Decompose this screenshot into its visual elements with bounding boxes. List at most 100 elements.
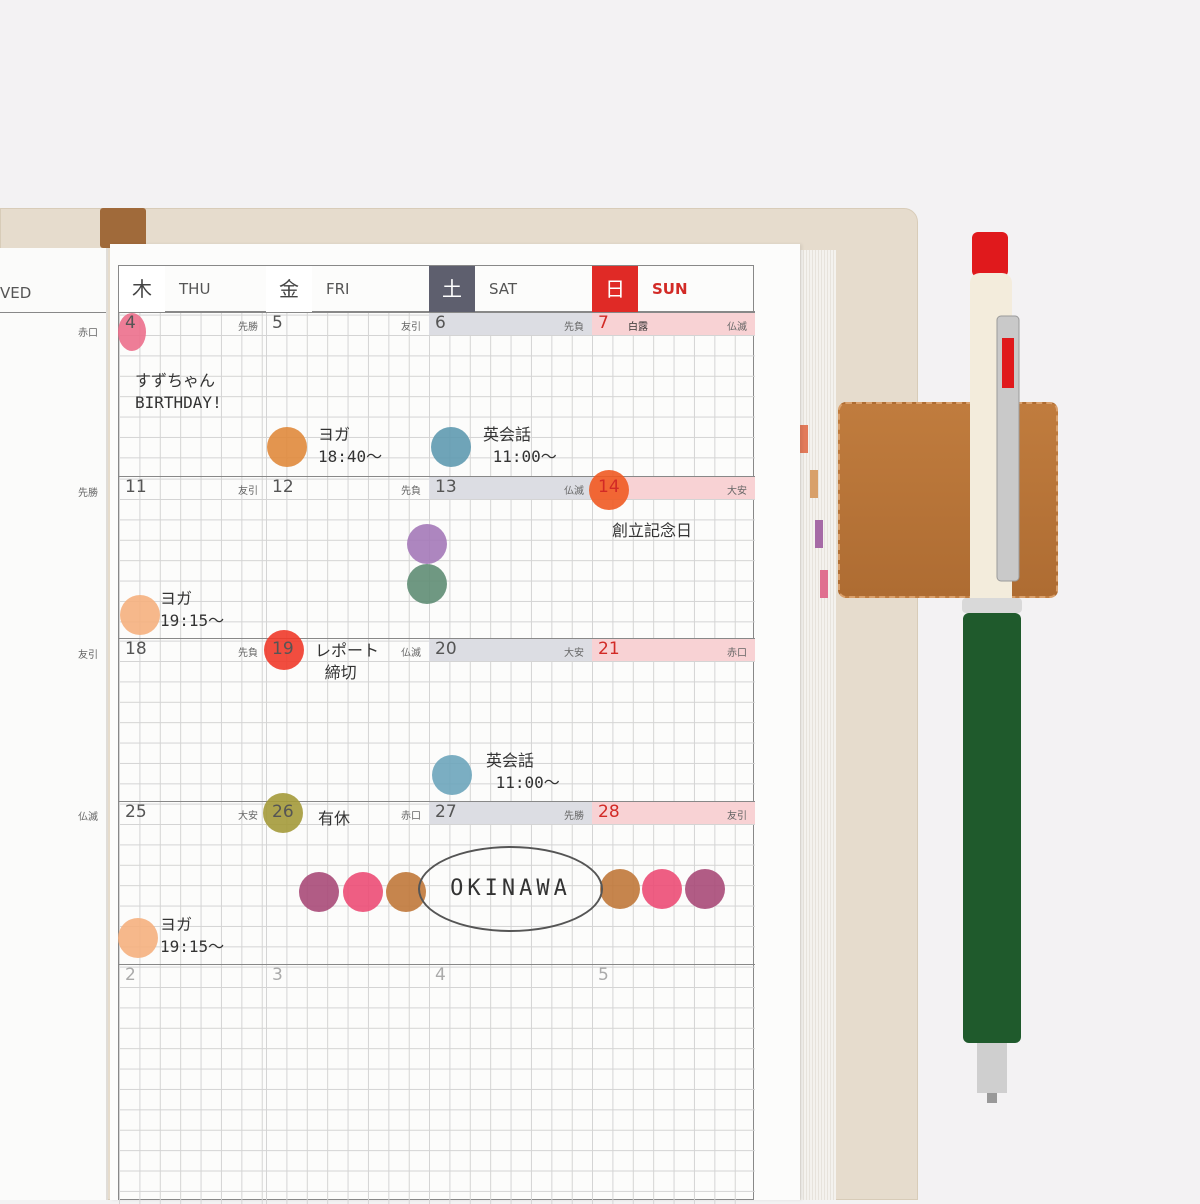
- day-header-fri: 金 FRI: [266, 265, 429, 312]
- date-number: 27: [435, 802, 457, 822]
- handwritten-note: 英会話 11:00〜: [483, 425, 557, 466]
- date-strip: [429, 313, 592, 335]
- day-cell[interactable]: 12 先負: [266, 476, 429, 638]
- rokuyo-label: 大安: [727, 486, 747, 497]
- date-number: 5: [272, 313, 283, 333]
- date-strip: [592, 639, 755, 661]
- solar-term: 白露: [628, 322, 648, 333]
- day-kanji: 日: [592, 265, 638, 312]
- handwritten-note: 創立記念日: [612, 521, 693, 540]
- day-cell[interactable]: 7 仏滅 白露: [592, 312, 755, 476]
- rokuyo-label: 友引: [238, 486, 258, 497]
- date-number: 26: [272, 802, 294, 822]
- rokuyo-label: 大安: [564, 648, 584, 659]
- date-number: 25: [125, 802, 147, 822]
- sticker-dot: [600, 869, 640, 909]
- index-tab: [800, 425, 808, 453]
- handwritten-note: すずちゃん BIRTHDAY!: [135, 371, 222, 412]
- date-number: 6: [435, 313, 446, 333]
- date-number: 4: [435, 965, 446, 985]
- rokuyo-label: 友引: [727, 811, 747, 822]
- handwritten-note: ヨガ 18:40〜: [318, 425, 383, 466]
- day-english: FRI: [326, 279, 350, 298]
- sticker-dot: [432, 755, 472, 795]
- pen-holder: [838, 402, 1058, 598]
- date-number: 4: [125, 313, 136, 333]
- date-number: 18: [125, 639, 147, 659]
- sticker-dot: [118, 918, 158, 958]
- date-strip: [429, 477, 592, 499]
- handwritten-note: ヨガ 19:15〜: [160, 915, 225, 956]
- day-cell[interactable]: 2: [119, 964, 266, 1204]
- weekly-calendar-grid: 木 THU 金 FRI 土 SAT 日 SUN 4 先勝 5 友引 6 先負 7 仏滅 白露 11 友引 12 先負 13…: [118, 265, 755, 1204]
- day-header-sat: 土 SAT: [429, 265, 592, 312]
- day-kanji: 金: [266, 265, 312, 312]
- index-tab: [810, 470, 818, 498]
- date-number: 21: [598, 639, 620, 659]
- day-kanji: 土: [429, 265, 475, 312]
- date-number: 13: [435, 477, 457, 497]
- bookmark-band: [100, 208, 146, 248]
- date-number: 3: [272, 965, 283, 985]
- rokuyo: 先勝: [78, 488, 98, 499]
- rokuyo-label: 先勝: [238, 322, 258, 333]
- rokuyo-label: 先負: [238, 648, 258, 659]
- index-tab: [815, 520, 823, 548]
- left-page: VED 赤口 先勝 友引 仏滅: [0, 248, 108, 1200]
- date-number: 12: [272, 477, 294, 497]
- rokuyo-label: 赤口: [401, 811, 421, 822]
- rokuyo-label: 大安: [238, 811, 258, 822]
- sticker-dot: [263, 793, 303, 833]
- day-header-sun: 日 SUN: [592, 265, 755, 312]
- date-number: 14: [598, 477, 620, 497]
- day-english: SUN: [652, 279, 688, 298]
- rokuyo-label: 仏滅: [727, 322, 747, 333]
- sticker-dot: [589, 470, 629, 510]
- day-cell[interactable]: 4: [429, 964, 592, 1204]
- rokuyo-label: 先勝: [564, 811, 584, 822]
- handwritten-note: 英会話 11:00〜: [486, 751, 560, 792]
- day-english: SAT: [489, 279, 518, 298]
- day-cell[interactable]: 3: [266, 964, 429, 1204]
- day-cell[interactable]: 21 赤口: [592, 638, 755, 801]
- rokuyo: 赤口: [78, 328, 98, 339]
- rokuyo-label: 先負: [401, 486, 421, 497]
- date-strip: [592, 313, 755, 335]
- sticker-dot: [299, 872, 339, 912]
- sticker-dot: [431, 427, 471, 467]
- date-number: 11: [125, 477, 147, 497]
- date-number: 7: [598, 313, 609, 333]
- sticker-dot: [407, 524, 447, 564]
- date-strip: [429, 802, 592, 824]
- day-cell[interactable]: 18 先負: [119, 638, 266, 801]
- rokuyo-label: 赤口: [727, 648, 747, 659]
- date-strip: [592, 802, 755, 824]
- handwritten-note: 有休: [318, 809, 351, 828]
- date-number: 20: [435, 639, 457, 659]
- handwritten-note: レポート 締切: [315, 641, 380, 682]
- rokuyo-label: 仏滅: [564, 486, 584, 497]
- left-day-label: VED: [0, 284, 32, 302]
- sticker-dot: [120, 595, 160, 635]
- handwritten-note: ヨガ 19:15〜: [160, 589, 225, 630]
- sticker-dot: [267, 427, 307, 467]
- sticker-dot: [118, 313, 146, 351]
- date-strip: [429, 639, 592, 661]
- index-tab: [820, 570, 828, 598]
- sticker-dot: [685, 869, 725, 909]
- day-english: THU: [179, 279, 211, 298]
- date-strip: [592, 477, 755, 499]
- sticker-dot: [642, 869, 682, 909]
- rokuyo-label: 友引: [401, 322, 421, 333]
- date-number: 28: [598, 802, 620, 822]
- okinawa-note: OKINAWA: [418, 846, 603, 932]
- rokuyo-label: 仏滅: [401, 648, 421, 659]
- rokuyo-label: 先負: [564, 322, 584, 333]
- day-cell[interactable]: 5: [592, 964, 755, 1204]
- day-header-thu: 木 THU: [119, 265, 266, 312]
- date-number: 5: [598, 965, 609, 985]
- pen[interactable]: [955, 228, 1035, 1108]
- day-cell[interactable]: 13 仏滅: [429, 476, 592, 638]
- day-kanji: 木: [119, 265, 165, 312]
- page-edges: [798, 250, 836, 1200]
